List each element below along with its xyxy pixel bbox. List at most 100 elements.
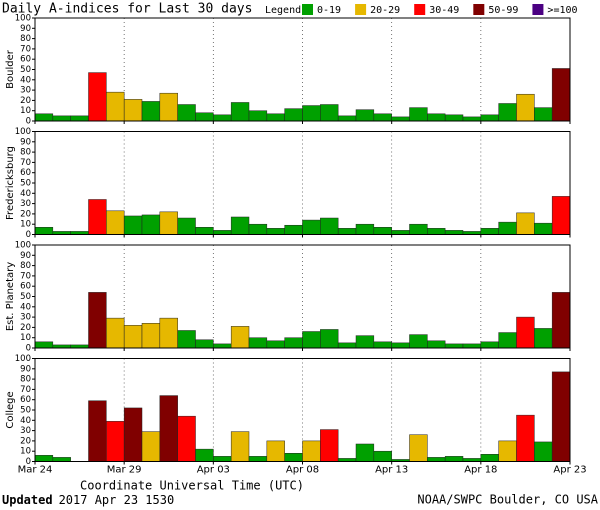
y-tick-label: 100	[15, 14, 31, 24]
bar	[444, 230, 464, 235]
bar	[195, 112, 214, 122]
bar	[498, 440, 517, 462]
bar	[248, 223, 268, 235]
footer: Updated 2017 Apr 23 1530	[2, 493, 174, 507]
bar	[106, 421, 125, 462]
bar	[34, 113, 54, 122]
bar	[320, 104, 339, 122]
x-axis-label: Coordinate Universal Time (UTC)	[80, 479, 304, 493]
bar	[177, 104, 196, 122]
bar	[284, 453, 303, 462]
bar	[159, 211, 178, 235]
y-tick-label: 70	[20, 158, 31, 168]
bar	[230, 431, 250, 462]
bar	[213, 114, 232, 122]
bar	[88, 72, 107, 122]
y-tick-label: 70	[20, 271, 31, 281]
bar	[230, 102, 250, 122]
y-tick-label: 30	[20, 199, 31, 209]
bar	[534, 328, 553, 349]
legend-title: Legend:	[265, 5, 307, 16]
bar	[498, 332, 517, 349]
y-tick-label: 100	[15, 127, 31, 137]
y-tick-label: 10	[20, 447, 31, 457]
bar	[159, 395, 178, 462]
bar	[141, 431, 161, 462]
bar	[266, 340, 285, 349]
bar	[391, 116, 410, 122]
bar	[284, 337, 303, 349]
bar	[480, 228, 499, 235]
bar	[444, 114, 464, 122]
bar	[355, 443, 375, 462]
y-tick-label: 20	[20, 323, 31, 333]
y-tick-label: 40	[20, 189, 31, 199]
y-tick-label: 10	[20, 220, 31, 230]
legend-label: >=100	[547, 5, 577, 16]
bar	[284, 108, 303, 122]
bar	[534, 441, 553, 462]
bar	[320, 217, 339, 235]
bar	[248, 110, 268, 122]
bar	[373, 450, 392, 462]
bar	[248, 337, 268, 349]
bar	[498, 103, 517, 122]
bar	[266, 113, 285, 122]
bar	[141, 101, 161, 122]
legend-swatch	[473, 4, 485, 15]
bar	[480, 341, 499, 349]
y-tick-label: 60	[20, 282, 31, 292]
bar	[123, 407, 143, 462]
bar	[391, 342, 410, 349]
bar	[266, 228, 285, 235]
bar	[106, 210, 125, 235]
chart-title: Daily A-indices for Last 30 days	[2, 2, 252, 17]
bar	[159, 317, 178, 349]
bar	[427, 113, 446, 122]
bar	[409, 223, 428, 235]
x-tick-label: Apr 23	[553, 465, 586, 476]
bar	[551, 292, 571, 349]
legend-label: 20-29	[370, 5, 400, 16]
bar	[409, 334, 428, 349]
bar	[427, 340, 446, 349]
bar	[498, 221, 517, 235]
y-tick-label: 0	[26, 117, 31, 127]
bar	[88, 400, 107, 462]
y-tick-label: 30	[20, 86, 31, 96]
y-tick-label: 10	[20, 106, 31, 116]
bar	[337, 342, 357, 349]
y-tick-label: 90	[20, 364, 31, 374]
legend-swatch	[414, 4, 426, 15]
y-tick-label: 70	[20, 44, 31, 54]
bar	[106, 317, 125, 349]
y-tick-label: 80	[20, 375, 31, 385]
x-tick-label: Mar 24	[18, 465, 53, 476]
bar	[123, 325, 143, 349]
y-axis-label: College	[5, 391, 16, 428]
bar	[34, 455, 54, 462]
bar	[427, 228, 446, 235]
bar	[516, 212, 535, 235]
x-tick-label: Apr 18	[464, 465, 497, 476]
y-axis-label: Boulder	[5, 49, 16, 89]
bar	[355, 109, 375, 122]
bar	[248, 456, 268, 462]
bar	[302, 219, 321, 235]
bar	[355, 335, 375, 349]
y-tick-label: 10	[20, 333, 31, 343]
bar	[409, 107, 428, 122]
bar	[462, 116, 482, 122]
bar	[34, 227, 54, 235]
bar	[444, 456, 464, 462]
y-axis-label: Est. Planetary	[5, 262, 16, 331]
y-tick-label: 50	[20, 292, 31, 302]
y-tick-label: 60	[20, 168, 31, 178]
bar	[195, 339, 214, 349]
bar	[373, 113, 392, 122]
bar	[141, 323, 161, 349]
bar	[123, 215, 143, 235]
y-tick-label: 50	[20, 179, 31, 189]
bar	[409, 434, 428, 462]
bar	[551, 371, 571, 462]
